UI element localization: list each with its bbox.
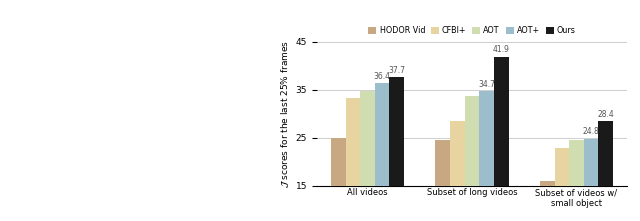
Bar (479, 91, 494, 221)
Bar (389, 77, 404, 221)
Bar (555, 148, 569, 221)
Bar (435, 140, 450, 221)
Bar (540, 181, 555, 221)
Text: 28.4: 28.4 (597, 110, 614, 119)
Legend: HODOR Vid, CFBI+, AOT, AOT+, Ours: HODOR Vid, CFBI+, AOT, AOT+, Ours (368, 26, 576, 35)
Text: 41.9: 41.9 (493, 46, 509, 54)
Text: 37.7: 37.7 (388, 66, 405, 74)
Bar (494, 57, 509, 221)
Text: 34.7: 34.7 (478, 80, 495, 89)
Bar (450, 122, 465, 221)
Bar (360, 91, 375, 221)
Text: 36.4: 36.4 (374, 72, 390, 81)
Bar (331, 138, 346, 221)
Bar (598, 122, 613, 221)
Bar (569, 140, 584, 221)
Bar (375, 83, 389, 221)
Bar (346, 99, 360, 221)
Text: 24.8: 24.8 (583, 127, 600, 136)
Bar (584, 139, 598, 221)
Y-axis label: $\mathcal{J}$ scores for the last 25% frames: $\mathcal{J}$ scores for the last 25% fr… (280, 40, 291, 188)
Bar (465, 96, 479, 221)
